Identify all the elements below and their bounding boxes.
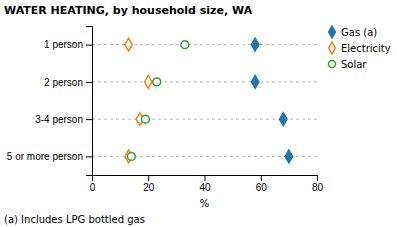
- tick-mark: [205, 175, 206, 181]
- tick-label: 1 person: [44, 39, 83, 50]
- plot: 0 20 40 60 80 1 person 2 person 3-4 person 5 or …: [7, 27, 324, 194]
- tick: 80: [312, 175, 324, 193]
- legend-item: Solar: [328, 59, 367, 70]
- axis-line: [93, 176, 318, 182]
- tick-mark: [86, 45, 92, 46]
- x-axis: 0 20 40 60 80: [90, 175, 324, 193]
- series: [125, 38, 152, 163]
- legend-marker: [329, 42, 336, 54]
- legend: Gas (a) Electricity Solar: [328, 26, 390, 69]
- tick: 40: [199, 175, 211, 193]
- legend-item: Gas (a): [329, 26, 378, 38]
- legend-label: Solar: [341, 59, 367, 70]
- point: [285, 150, 292, 163]
- tick-mark: [86, 156, 92, 157]
- title: WATER HEATING, by household size, WA: [4, 4, 253, 17]
- marks: [125, 38, 293, 163]
- point: [280, 113, 287, 126]
- tick-mark: [86, 82, 92, 83]
- tick: 0: [90, 175, 96, 193]
- tick-label: 2 person: [44, 77, 83, 88]
- legend-item: Electricity: [329, 42, 391, 54]
- tick-label: 40: [199, 182, 211, 193]
- x-axis-title: %: [200, 198, 210, 209]
- point: [127, 152, 135, 160]
- tick-label: 20: [143, 182, 155, 193]
- tick-label: 80: [312, 182, 324, 193]
- point: [153, 78, 161, 86]
- tick: 60: [256, 175, 268, 193]
- tick-label: 60: [256, 182, 268, 193]
- tick: 3-4 person: [35, 114, 92, 125]
- y-axis: 1 person 2 person 3-4 person 5 or more pers…: [7, 27, 93, 176]
- tick-mark: [86, 119, 92, 120]
- tick: 20: [143, 175, 155, 193]
- point: [181, 41, 189, 49]
- tick-mark: [148, 175, 149, 181]
- point: [145, 75, 152, 88]
- point: [142, 115, 150, 123]
- series: [251, 38, 292, 163]
- grid: [92, 45, 317, 157]
- point: [251, 38, 258, 51]
- tick-mark: [317, 175, 318, 181]
- series: [127, 41, 188, 161]
- legend-label: Gas (a): [341, 27, 377, 38]
- axis-line: [86, 27, 93, 176]
- tick-label: 0: [90, 182, 96, 193]
- legend-label: Electricity: [341, 43, 391, 54]
- tick: 1 person: [44, 39, 92, 50]
- tick: 5 or more person: [7, 151, 92, 162]
- point: [125, 38, 132, 51]
- tick: 2 person: [44, 77, 92, 88]
- legend-marker: [329, 26, 336, 38]
- legend-marker: [328, 60, 335, 67]
- chart: WATER HEATING, by household size, WA (a) …: [0, 0, 397, 227]
- tick-label: 5 or more person: [7, 151, 83, 162]
- annotation: (a) Includes LPG bottled gas: [4, 214, 145, 225]
- tick-mark: [261, 175, 262, 181]
- point: [251, 75, 258, 88]
- grid-line: [92, 81, 317, 82]
- tick-label: 3-4 person: [35, 114, 83, 125]
